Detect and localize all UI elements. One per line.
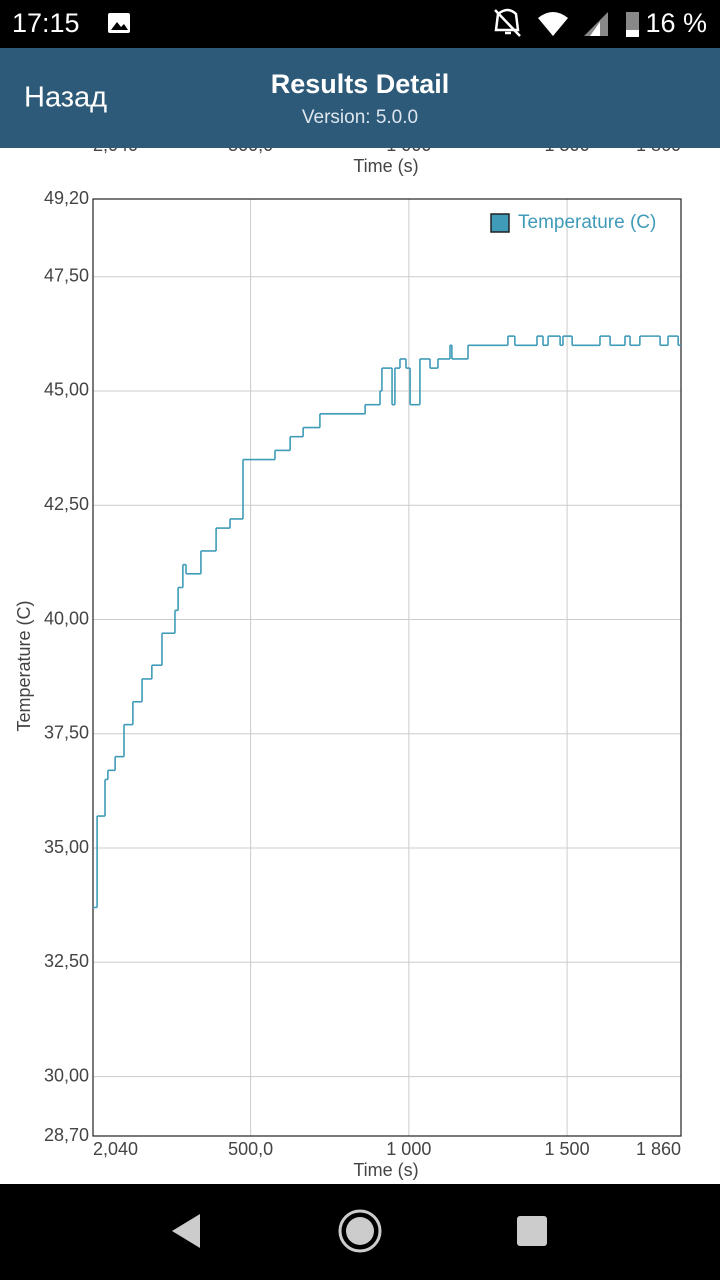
chart: 28,70 30,00 32,50 35,00 37,50 40,00 42,50 45,00… bbox=[14, 188, 682, 1180]
y-tick-label: 30,00 bbox=[44, 1065, 89, 1085]
y-tick-label: 49,20 bbox=[44, 188, 89, 208]
y-tick-label: 37,50 bbox=[44, 723, 89, 743]
y-axis-label: Temperature (C) bbox=[14, 600, 34, 731]
y-tick-label: 40,00 bbox=[44, 608, 89, 628]
header-title: Results Detail bbox=[271, 69, 450, 99]
legend-swatch bbox=[490, 213, 510, 233]
nav-recents[interactable] bbox=[517, 1216, 547, 1246]
wifi-icon bbox=[538, 12, 568, 36]
y-tick-label: 45,00 bbox=[44, 380, 89, 400]
signal-level bbox=[590, 22, 600, 36]
x-axis-label: Time (s) bbox=[353, 156, 418, 176]
x-tick-label: 2,040 bbox=[93, 1139, 138, 1159]
battery-level bbox=[626, 30, 639, 37]
y-tick-label: 28,70 bbox=[44, 1125, 89, 1145]
mute-icon bbox=[494, 8, 520, 35]
y-tick-label: 35,00 bbox=[44, 837, 89, 857]
x-tick-label: 500,0 bbox=[228, 1139, 273, 1159]
back-button[interactable]: Назад bbox=[24, 82, 107, 114]
x-tick-label: 1 500 bbox=[545, 1139, 590, 1159]
nav-home[interactable] bbox=[346, 1217, 374, 1245]
x-axis-label: Time (s) bbox=[353, 1160, 418, 1180]
y-tick-label: 47,50 bbox=[44, 265, 89, 285]
signal-icon bbox=[584, 12, 608, 36]
nav-back[interactable] bbox=[172, 1214, 200, 1248]
status-time: 17:15 bbox=[12, 8, 80, 38]
x-tick-label: 1 860 bbox=[636, 1139, 681, 1159]
header-subtitle: Version: 5.0.0 bbox=[302, 107, 418, 128]
legend-label: Temperature (C) bbox=[518, 212, 656, 233]
battery-text: 16 % bbox=[645, 8, 707, 38]
x-tick-label: 1 000 bbox=[386, 1139, 431, 1159]
y-tick-label: 32,50 bbox=[44, 951, 89, 971]
plot-border bbox=[92, 198, 682, 1137]
y-tick-label: 42,50 bbox=[44, 494, 89, 514]
mute-slash bbox=[494, 9, 521, 37]
image-icon-detail bbox=[111, 22, 128, 30]
header bbox=[0, 48, 720, 148]
nav-home-ring[interactable] bbox=[338, 1209, 382, 1253]
